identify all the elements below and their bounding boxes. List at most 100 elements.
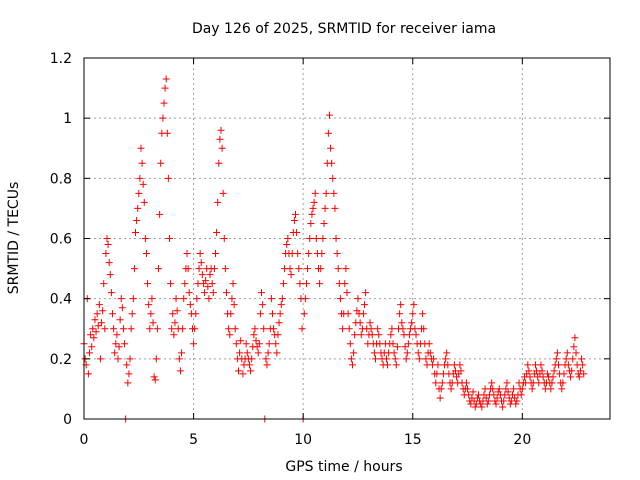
data-point bbox=[221, 265, 229, 273]
data-point bbox=[382, 355, 390, 363]
data-point bbox=[410, 301, 418, 309]
data-point bbox=[232, 340, 240, 348]
data-point bbox=[334, 265, 342, 273]
data-point bbox=[127, 325, 135, 333]
data-point bbox=[553, 349, 561, 357]
data-point bbox=[436, 394, 444, 402]
data-point bbox=[366, 319, 374, 327]
data-point bbox=[438, 379, 446, 387]
data-point bbox=[133, 216, 141, 224]
data-point bbox=[94, 322, 102, 330]
data-point bbox=[415, 355, 423, 363]
data-point bbox=[141, 235, 149, 242]
data-point bbox=[305, 250, 313, 258]
data-point bbox=[503, 379, 511, 387]
data-point bbox=[176, 367, 184, 375]
data-point bbox=[219, 189, 227, 197]
data-point bbox=[270, 325, 278, 333]
data-point bbox=[139, 180, 147, 188]
data-point bbox=[484, 397, 492, 405]
data-point bbox=[87, 331, 95, 339]
axis-ticks: 0 0.2 0.4 0.6 0.8 1 1.2 0 5 10 15 20 bbox=[50, 51, 610, 448]
data-point bbox=[136, 174, 144, 182]
data-point bbox=[155, 265, 163, 273]
x-tick-label: 0 bbox=[80, 432, 89, 448]
data-point bbox=[274, 331, 282, 339]
data-point bbox=[579, 361, 587, 369]
data-point bbox=[525, 367, 533, 375]
data-point bbox=[330, 189, 338, 197]
data-point bbox=[343, 289, 351, 297]
data-point bbox=[420, 325, 428, 333]
data-point bbox=[128, 310, 136, 318]
data-point bbox=[524, 361, 532, 369]
data-point bbox=[103, 235, 111, 242]
data-point bbox=[149, 319, 157, 327]
data-point bbox=[173, 307, 181, 315]
data-point bbox=[105, 259, 113, 267]
data-point bbox=[526, 373, 534, 381]
data-point bbox=[354, 295, 362, 303]
data-point bbox=[341, 280, 349, 288]
data-points bbox=[80, 75, 588, 423]
data-point bbox=[183, 250, 191, 258]
data-point bbox=[84, 370, 92, 378]
data-point bbox=[172, 295, 180, 303]
data-point bbox=[195, 265, 203, 273]
data-point bbox=[276, 310, 284, 318]
data-point bbox=[464, 385, 472, 393]
data-point bbox=[273, 349, 281, 357]
data-point bbox=[537, 361, 545, 369]
data-point bbox=[217, 126, 225, 134]
data-point bbox=[544, 370, 552, 378]
data-point bbox=[578, 355, 586, 363]
data-point bbox=[483, 400, 491, 408]
data-point bbox=[206, 271, 214, 279]
data-point bbox=[242, 340, 250, 348]
data-point bbox=[99, 307, 107, 315]
x-tick-label: 20 bbox=[513, 432, 531, 448]
data-point bbox=[456, 361, 464, 369]
data-point bbox=[367, 325, 375, 333]
data-point bbox=[291, 210, 299, 218]
data-point bbox=[320, 219, 328, 227]
data-point bbox=[290, 216, 298, 224]
data-point bbox=[469, 388, 477, 396]
data-point bbox=[518, 385, 526, 393]
data-point bbox=[117, 295, 125, 303]
data-point bbox=[134, 204, 142, 212]
data-point bbox=[345, 325, 353, 333]
data-point bbox=[327, 144, 335, 152]
y-tick-label: 1 bbox=[63, 111, 72, 127]
data-point bbox=[284, 235, 292, 242]
data-point bbox=[151, 376, 159, 384]
data-point bbox=[499, 403, 507, 411]
data-point bbox=[433, 370, 441, 378]
data-point bbox=[167, 280, 175, 288]
data-point bbox=[255, 340, 263, 348]
data-point bbox=[171, 319, 179, 327]
data-point bbox=[384, 361, 392, 369]
data-point bbox=[181, 280, 189, 288]
y-tick-label: 1.2 bbox=[50, 51, 72, 67]
data-point bbox=[110, 325, 118, 333]
data-point bbox=[311, 189, 319, 197]
data-point bbox=[293, 228, 301, 236]
data-point bbox=[162, 75, 170, 83]
data-point bbox=[457, 367, 465, 375]
data-point bbox=[310, 198, 318, 206]
data-point bbox=[119, 325, 127, 333]
y-tick-label: 0.6 bbox=[50, 232, 72, 248]
data-point bbox=[408, 319, 416, 327]
data-point bbox=[286, 265, 294, 273]
data-point bbox=[88, 343, 96, 351]
data-point bbox=[146, 325, 154, 333]
data-point bbox=[462, 379, 470, 387]
data-point bbox=[570, 343, 578, 351]
data-point bbox=[95, 301, 103, 309]
data-point bbox=[399, 325, 407, 333]
data-point bbox=[437, 385, 445, 393]
data-point bbox=[403, 349, 411, 357]
data-point bbox=[562, 355, 570, 363]
data-point bbox=[263, 361, 271, 369]
